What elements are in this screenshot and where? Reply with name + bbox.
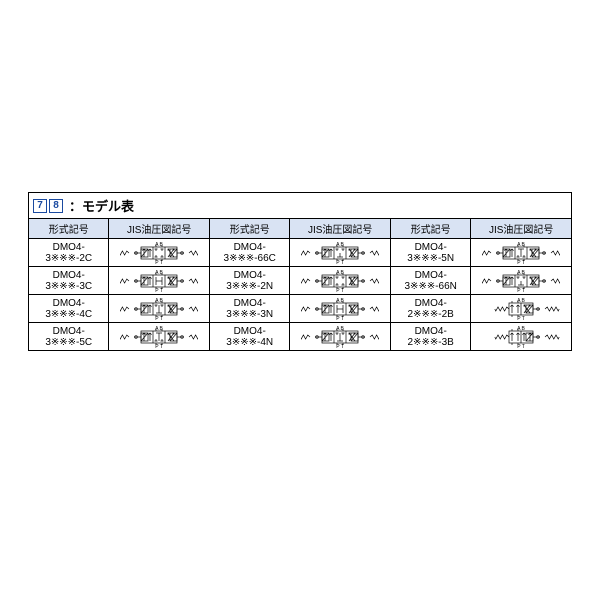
model-code-cell: DMO4-3※※※-3N — [209, 295, 289, 323]
title-label: ：モデル表 — [69, 196, 134, 215]
jis-symbol-cell: A BP T — [290, 239, 391, 267]
model-code-cell: DMO4-3※※※-4C — [29, 295, 109, 323]
model-code-cell: DMO4-3※※※-66N — [390, 267, 470, 295]
col-header-symbol: JIS油圧図記号 — [471, 219, 572, 239]
model-table: 形式記号 JIS油圧図記号 形式記号 JIS油圧図記号 形式記号 JIS油圧図記… — [28, 218, 572, 351]
table-row: DMO4-3※※※-5CA BP TDMO4-3※※※-4NA BP TDMO4… — [29, 323, 572, 351]
col-header-symbol: JIS油圧図記号 — [109, 219, 210, 239]
model-code-cell: DMO4-3※※※-3C — [29, 267, 109, 295]
model-code-cell: DMO4-3※※※-4N — [209, 323, 289, 351]
jis-symbol-cell: A BP T — [290, 295, 391, 323]
table-row: DMO4-3※※※-2CA BP TDMO4-3※※※-66CA BP TDMO… — [29, 239, 572, 267]
col-header-code: 形式記号 — [29, 219, 109, 239]
model-code-cell: DMO4-3※※※-2C — [29, 239, 109, 267]
jis-symbol-cell: A BP T — [290, 267, 391, 295]
col-header-symbol: JIS油圧図記号 — [290, 219, 391, 239]
model-code-cell: DMO4-3※※※-66C — [209, 239, 289, 267]
jis-symbol-cell: A BP T — [109, 323, 210, 351]
section-title: 7 8 ：モデル表 — [28, 192, 572, 218]
jis-symbol-cell: A BP T — [290, 323, 391, 351]
jis-symbol-cell: A BP T — [471, 295, 572, 323]
jis-symbol-cell: A BP T — [471, 239, 572, 267]
model-code-cell: DMO4-3※※※-5N — [390, 239, 470, 267]
model-code-cell: DMO4-3※※※-2N — [209, 267, 289, 295]
model-code-cell: DMO4-3※※※-5C — [29, 323, 109, 351]
jis-symbol-cell: A BP T — [471, 267, 572, 295]
title-box-8: 8 — [49, 199, 63, 213]
col-header-code: 形式記号 — [209, 219, 289, 239]
table-row: DMO4-3※※※-3CA BP TDMO4-3※※※-2NA BP TDMO4… — [29, 267, 572, 295]
jis-symbol-cell: A BP T — [109, 239, 210, 267]
col-header-code: 形式記号 — [390, 219, 470, 239]
model-code-cell: DMO4-2※※※-2B — [390, 295, 470, 323]
model-code-cell: DMO4-2※※※-3B — [390, 323, 470, 351]
table-header-row: 形式記号 JIS油圧図記号 形式記号 JIS油圧図記号 形式記号 JIS油圧図記… — [29, 219, 572, 239]
title-box-7: 7 — [33, 199, 47, 213]
jis-symbol-cell: A BP T — [109, 267, 210, 295]
table-row: DMO4-3※※※-4CA BP TDMO4-3※※※-3NA BP TDMO4… — [29, 295, 572, 323]
jis-symbol-cell: A BP T — [471, 323, 572, 351]
jis-symbol-cell: A BP T — [109, 295, 210, 323]
